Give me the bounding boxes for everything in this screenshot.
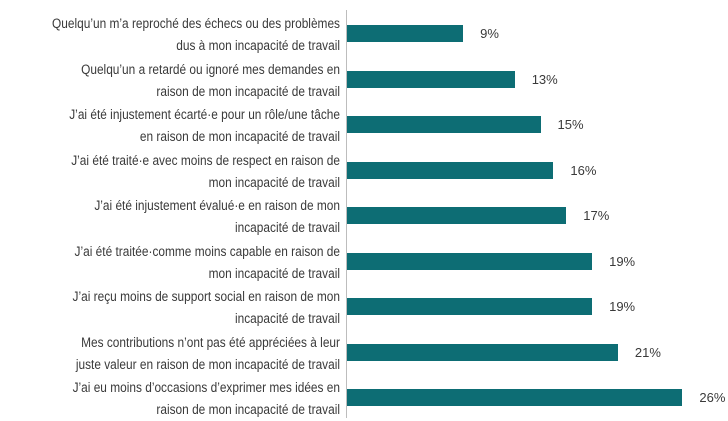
bar-value-label: 15% [557, 117, 584, 132]
category-label: Quelqu’un a retardé ou ignoré mes demand… [50, 59, 340, 103]
category-label-line: J’ai été traitée·comme moins capable en … [74, 243, 340, 259]
bar-value-label: 19% [609, 253, 636, 269]
category-label-line: Quelqu’un m’a reproché des échecs ou des… [52, 16, 341, 31]
category-label-line: raison de mon incapacité de travail [156, 83, 340, 99]
category-label-line: J’ai eu moins d’occasions d’exprimer mes… [72, 380, 340, 395]
bar [347, 389, 683, 406]
bar-value-label: 26% [699, 390, 726, 405]
category-label-line: incapacité de travail [234, 311, 340, 326]
category-label: J’ai été injustement évalué·e en raison … [50, 195, 340, 239]
category-label: J’ai reçu moins de support social en rai… [50, 286, 340, 330]
bar [347, 116, 541, 133]
bar [347, 298, 593, 315]
category-label-line: incapacité de travail [234, 220, 340, 235]
category-label-line: mon incapacité de travail [208, 174, 340, 190]
bar-value-label: 9% [480, 26, 499, 41]
category-label-line: raison de mon incapacité de travail [156, 402, 340, 417]
bar-value-label: 13% [531, 71, 558, 87]
bar [347, 207, 567, 224]
category-label-line: Mes contributions n’ont pas été apprécié… [81, 334, 341, 350]
bar [347, 70, 515, 88]
category-axis-line [346, 10, 347, 418]
category-label: Mes contributions n’ont pas été apprécié… [50, 332, 340, 376]
category-label-line: en raison de mon incapacité de travail [139, 129, 340, 144]
category-label: J’ai été traité·e avec moins de respect … [50, 150, 340, 194]
category-label: J’ai été traitée·comme moins capable en … [50, 241, 340, 285]
bar-value-label: 16% [570, 162, 597, 178]
category-label: J’ai été injustement écarté·e pour un rô… [50, 104, 340, 148]
category-label-line: juste valeur en raison de mon incapacité… [75, 356, 340, 372]
category-label-line: Quelqu’un a retardé ou ignoré mes demand… [81, 61, 340, 77]
bar [347, 343, 618, 361]
category-label-line: mon incapacité de travail [208, 265, 340, 281]
category-label-line: dus à mon incapacité de travail [176, 38, 340, 53]
category-label: J’ai eu moins d’occasions d’exprimer mes… [50, 377, 340, 421]
bar [347, 252, 593, 270]
category-label: Quelqu’un m’a reproché des échecs ou des… [50, 13, 340, 57]
category-label-line: J’ai été injustement évalué·e en raison … [94, 198, 340, 213]
bar [347, 161, 554, 179]
bar [347, 25, 464, 42]
bar-value-label: 17% [583, 208, 610, 223]
bar-value-label: 19% [609, 299, 636, 314]
category-label-line: J’ai reçu moins de support social en rai… [72, 289, 340, 304]
category-label-line: J’ai été traité·e avec moins de respect … [71, 152, 340, 168]
category-label-line: J’ai été injustement écarté·e pour un rô… [69, 107, 340, 122]
bar-value-label: 21% [634, 344, 661, 360]
